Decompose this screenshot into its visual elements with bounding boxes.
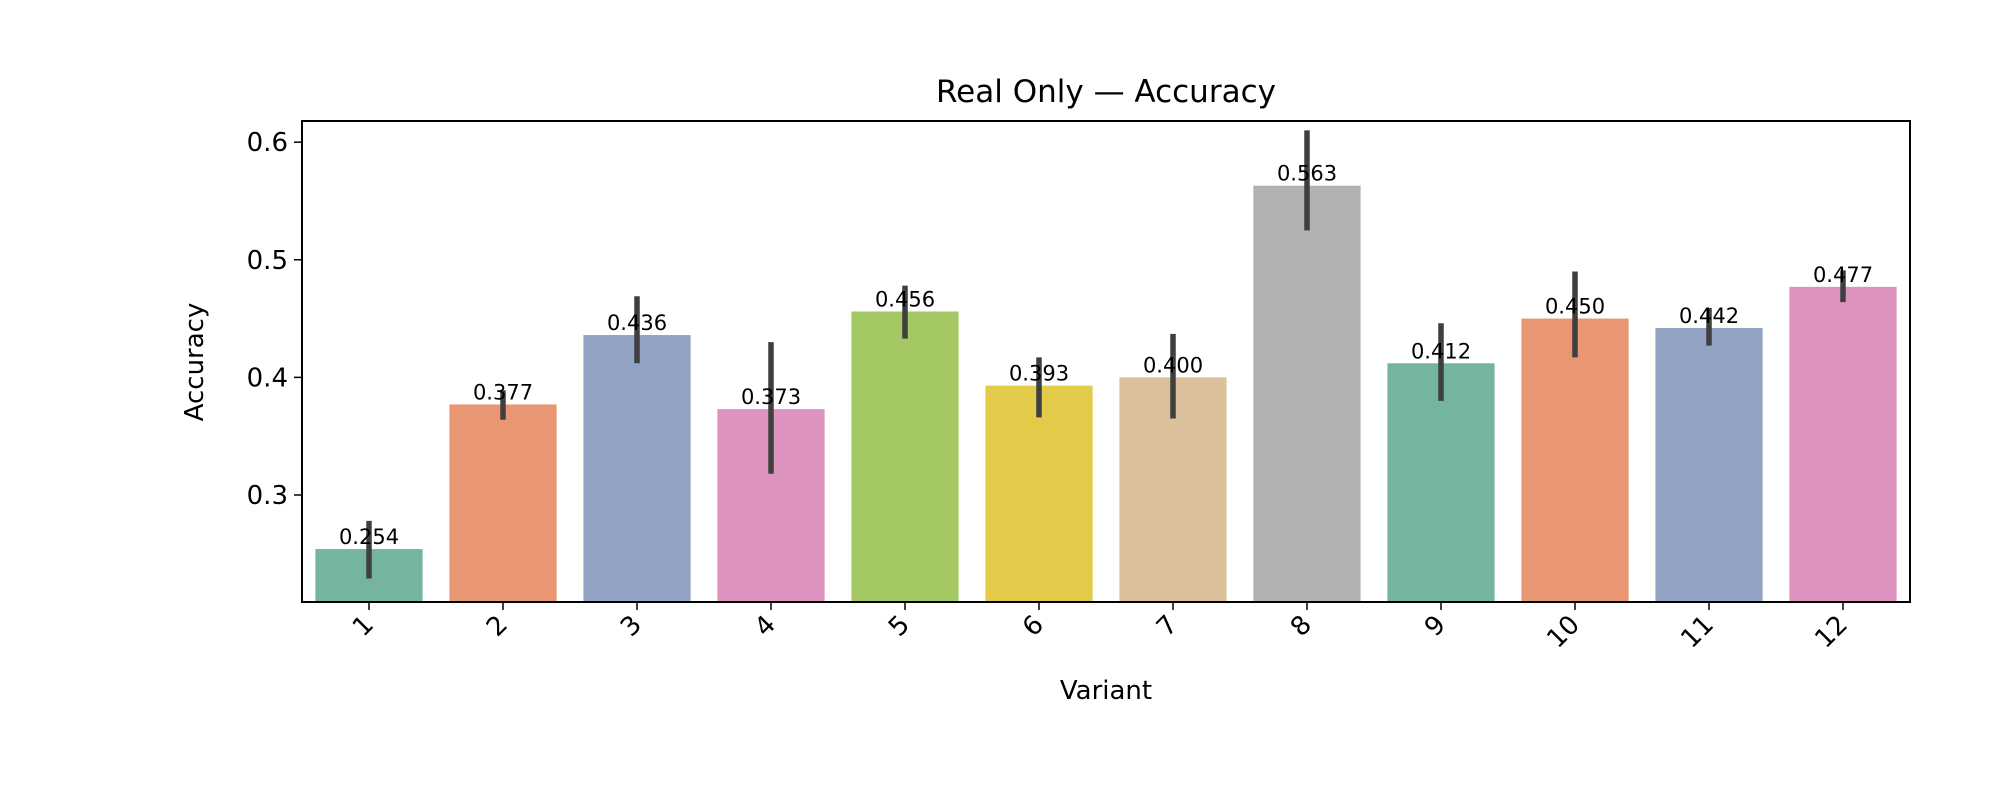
x-axis-label: Variant: [1060, 676, 1152, 706]
y-tick-label: 0.4: [247, 363, 288, 393]
bars-layer: [315, 185, 1897, 603]
data-label-9: 0.412: [1411, 339, 1471, 363]
x-tick-label-6: 6: [1017, 610, 1050, 643]
data-label-3: 0.436: [607, 311, 667, 335]
bar-8: [1253, 185, 1361, 603]
x-tick-label-3: 3: [615, 610, 648, 643]
x-tick-label-10: 10: [1541, 610, 1586, 655]
x-tick-label-9: 9: [1419, 610, 1452, 643]
data-labels-layer: 0.254 0.377 0.436 0.373 0.456 0.393 0.400 0.563…: [339, 162, 1873, 549]
data-label-2: 0.377: [473, 380, 533, 404]
data-label-5: 0.456: [875, 288, 935, 312]
y-tick-label: 0.3: [247, 481, 288, 511]
y-tick-label: 0.6: [247, 128, 288, 158]
bar-3: [583, 335, 691, 602]
data-label-8: 0.563: [1277, 162, 1337, 186]
bar-12: [1789, 286, 1897, 602]
plot-frame: [301, 120, 1911, 603]
data-label-6: 0.393: [1009, 362, 1069, 386]
bar-5: [851, 311, 959, 602]
bar-6: [985, 385, 1093, 602]
error-bars-layer: [366, 130, 1846, 579]
y-axis: 0.3 0.4 0.5 0.6: [247, 128, 302, 511]
data-label-1: 0.254: [339, 525, 399, 549]
x-tick-label-8: 8: [1285, 610, 1318, 643]
x-axis: 1 2 3 4 5 6 7 8 9 10 11 12: [347, 602, 1854, 654]
bar-2: [449, 404, 557, 602]
bar-11: [1655, 327, 1763, 602]
data-label-7: 0.400: [1143, 353, 1203, 377]
data-label-4: 0.373: [741, 385, 801, 409]
x-tick-label-12: 12: [1809, 610, 1854, 655]
data-label-11: 0.442: [1679, 304, 1739, 328]
x-tick-label-11: 11: [1675, 610, 1720, 655]
x-tick-label-5: 5: [883, 610, 916, 643]
bar-10: [1521, 318, 1629, 602]
chart-title: Real Only — Accuracy: [936, 74, 1276, 110]
x-tick-label-4: 4: [749, 610, 782, 643]
x-tick-label-2: 2: [481, 610, 514, 643]
y-tick-label: 0.5: [247, 246, 288, 276]
x-tick-label-7: 7: [1151, 610, 1184, 643]
data-label-10: 0.450: [1545, 295, 1605, 319]
bar-9: [1387, 363, 1495, 602]
data-label-12: 0.477: [1813, 263, 1873, 287]
y-axis-label: Accuracy: [180, 303, 210, 422]
x-tick-label-1: 1: [347, 610, 380, 643]
